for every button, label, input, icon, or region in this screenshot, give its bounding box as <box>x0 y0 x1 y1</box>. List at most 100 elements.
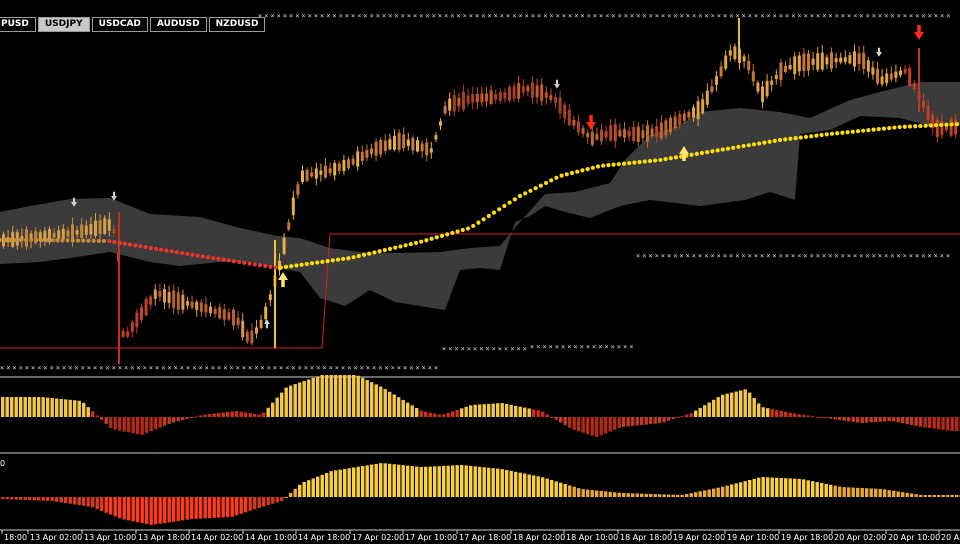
histogram-bar <box>698 491 702 497</box>
level-marker: × <box>822 12 826 20</box>
ma-dot <box>101 238 107 244</box>
level-marker: × <box>630 12 634 20</box>
candle-body <box>747 60 751 71</box>
histogram-bar <box>302 381 306 417</box>
histogram-bar <box>1 397 5 417</box>
ma-dot <box>523 191 528 196</box>
histogram-bar <box>86 497 90 507</box>
candle-body <box>319 170 323 175</box>
histogram-bar <box>235 497 239 516</box>
histogram-bar <box>631 493 635 497</box>
histogram-bar <box>262 497 266 507</box>
level-marker: × <box>742 12 746 20</box>
histogram-bar <box>748 392 752 417</box>
ma-dot <box>944 122 949 127</box>
level-marker: × <box>748 252 752 260</box>
ma-dot <box>559 173 564 178</box>
ma-dot <box>564 172 569 177</box>
candle-body <box>577 121 580 133</box>
histogram-bar <box>730 484 734 497</box>
candle-body <box>659 122 663 139</box>
candle-body <box>153 289 157 299</box>
ma-dot <box>49 238 55 243</box>
histogram-bar <box>838 417 842 421</box>
candle-body <box>236 317 240 325</box>
histogram-bar <box>158 417 162 428</box>
candle-body <box>774 74 778 80</box>
level-marker: × <box>593 12 597 20</box>
level-marker: × <box>636 252 640 260</box>
histogram-bar <box>176 497 180 522</box>
level-marker: × <box>642 252 646 260</box>
ma-dot <box>346 256 351 261</box>
ma-dot <box>304 261 309 267</box>
histogram-bar <box>244 497 248 513</box>
candle-body <box>439 121 442 126</box>
histogram-bar <box>275 397 279 417</box>
level-marker: × <box>580 12 584 20</box>
tab-usdcad[interactable]: USDCAD <box>91 17 148 32</box>
histogram-bar <box>41 497 45 501</box>
candle-body <box>324 165 327 178</box>
histogram-bar <box>370 382 374 417</box>
level-marker: × <box>884 252 888 260</box>
candle-body <box>383 140 387 151</box>
level-marker: × <box>680 12 684 20</box>
ma-dot <box>580 168 585 173</box>
histogram-bar <box>680 494 684 497</box>
histogram-bar <box>262 412 266 417</box>
ma-dot <box>798 135 803 140</box>
candle-body <box>876 68 879 84</box>
ma-dot <box>315 260 320 265</box>
ma-dot <box>585 167 590 172</box>
tab-audusd[interactable]: AUDUSD <box>149 17 207 32</box>
level-marker: × <box>921 12 925 20</box>
tab-gbpusd[interactable]: PUSD <box>0 17 36 32</box>
level-marker: × <box>217 364 221 372</box>
level-marker: × <box>301 12 305 20</box>
moving-average-dots <box>0 122 959 270</box>
level-marker: × <box>341 364 345 372</box>
candle-body <box>57 230 61 239</box>
histogram-bar <box>325 375 329 417</box>
candle-body <box>98 220 102 235</box>
histogram-bar <box>937 495 941 497</box>
histogram-bar <box>239 497 243 514</box>
candle-body <box>531 82 534 98</box>
level-marker: × <box>686 12 690 20</box>
histogram-bar <box>140 497 144 524</box>
level-marker: × <box>124 364 128 372</box>
ma-dot <box>954 122 959 127</box>
histogram-bar <box>847 487 851 497</box>
ma-dot <box>762 140 767 145</box>
histogram-bar <box>469 465 473 497</box>
candle-body <box>107 219 111 231</box>
histogram-bar <box>833 485 837 497</box>
histogram-bar <box>725 393 729 417</box>
candle-body <box>498 92 502 102</box>
candle-body <box>471 94 475 103</box>
level-marker: × <box>710 252 714 260</box>
histogram-bar <box>698 407 702 417</box>
tab-nzdusd[interactable]: NZDUSD <box>208 17 266 32</box>
histogram-bar <box>712 488 716 497</box>
level-marker: × <box>624 12 628 20</box>
time-label: 13 Apr 10:00 <box>84 533 136 542</box>
time-label: 20 Ap <box>941 533 960 542</box>
level-marker: × <box>555 343 559 351</box>
ma-dot <box>840 130 845 135</box>
ma-dot <box>273 265 278 270</box>
histogram-bar <box>239 411 243 417</box>
candle-body <box>572 119 576 126</box>
candle-body <box>71 224 74 242</box>
ma-dot <box>174 250 179 255</box>
level-marker: × <box>304 364 308 372</box>
level-marker: × <box>363 12 367 20</box>
histogram-bar <box>131 497 135 522</box>
histogram-bar <box>347 468 351 497</box>
histogram-bar <box>932 495 936 497</box>
candle-body <box>742 56 746 62</box>
tab-usdjpy[interactable]: USDJPY <box>37 17 90 32</box>
